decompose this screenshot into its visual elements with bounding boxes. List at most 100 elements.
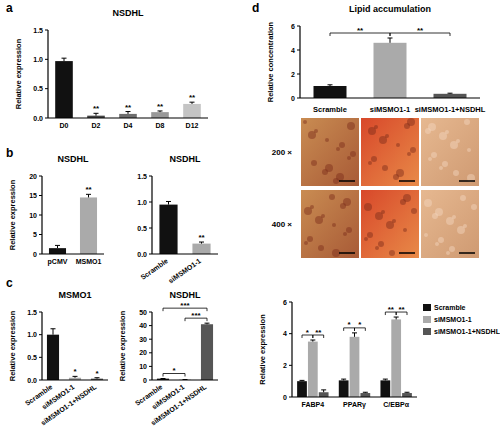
scale-bar	[459, 252, 475, 254]
cell	[347, 156, 351, 160]
scale-bar	[459, 180, 475, 182]
cell	[307, 236, 313, 242]
x-tick-label: D8	[156, 122, 165, 129]
plot-area	[297, 317, 412, 397]
error-bar	[388, 38, 393, 43]
panel-letter: d	[252, 1, 259, 15]
error-bar	[161, 378, 166, 379]
error-bar	[341, 379, 346, 380]
cell	[364, 237, 368, 241]
cell	[336, 147, 340, 151]
significance: ***	[191, 311, 201, 320]
chart: Relative expression0246FABP4PPARγC/EBPα*…	[258, 299, 500, 410]
error-cap	[161, 378, 166, 379]
error-cap	[405, 392, 410, 393]
cell	[382, 165, 388, 171]
legend-label: Scramble	[434, 304, 466, 311]
cell	[347, 122, 355, 130]
column-label: siMSMO1-1+NSDHL	[415, 105, 486, 114]
error-cap	[55, 245, 60, 246]
error-bar	[126, 112, 131, 114]
error-cap	[300, 380, 305, 381]
cell	[318, 245, 324, 251]
y-tick-label: 1.0	[137, 199, 147, 206]
micrograph	[361, 118, 419, 186]
cell	[346, 227, 352, 233]
chart: MSMO1Relative expression0.00.51.01.5**Sc…	[8, 290, 108, 427]
y-tick-label: 5	[33, 231, 37, 238]
error-cap	[394, 317, 399, 318]
x-tick-label: D0	[60, 122, 69, 129]
cell	[325, 138, 329, 142]
cell	[438, 237, 444, 243]
y-tick-label: 0.5	[33, 85, 43, 92]
chart: NSDHLRelative expression0.00.51.01.5****…	[14, 8, 208, 129]
panel-letter: c	[6, 276, 13, 290]
cell	[400, 199, 406, 205]
cell	[368, 161, 372, 165]
y-tick-label: 6	[291, 23, 295, 30]
bar	[374, 43, 407, 98]
cell	[315, 216, 323, 224]
significance: *	[306, 328, 310, 337]
significance: **	[189, 93, 196, 102]
cell	[425, 128, 431, 134]
error-bar	[405, 392, 410, 394]
error-cap	[62, 58, 67, 59]
cell	[403, 228, 407, 232]
significance: **	[93, 104, 100, 113]
y-tick-label: 1.5	[27, 309, 37, 316]
bar	[434, 94, 467, 98]
cell	[379, 136, 387, 144]
y-axis	[151, 312, 152, 380]
error-line	[354, 333, 355, 337]
cell	[446, 251, 450, 255]
significance: ***	[180, 301, 190, 310]
cell	[450, 141, 458, 149]
y-axis	[41, 176, 42, 254]
cell	[339, 142, 345, 148]
bar	[391, 319, 401, 397]
cell	[407, 152, 411, 156]
cell	[375, 246, 379, 250]
bar	[151, 112, 169, 118]
x-axis	[42, 379, 108, 380]
chart-title: MSMO1	[58, 290, 91, 300]
cell	[371, 156, 377, 162]
significance: *	[73, 367, 77, 376]
y-tick-label: 20	[29, 173, 37, 180]
y-axis	[41, 312, 42, 380]
cell	[304, 241, 308, 245]
plot-area	[314, 38, 467, 98]
x-axis	[300, 97, 480, 98]
micrograph	[301, 190, 359, 258]
y-axis-label: Relative expression	[14, 38, 23, 109]
y-tick-label: 0	[143, 377, 147, 384]
cell	[404, 123, 410, 129]
bar	[350, 337, 360, 397]
error-bar	[73, 376, 78, 377]
error-cap	[341, 379, 346, 380]
error-cap	[310, 340, 315, 341]
x-tick-label: siMSMO1-1	[167, 257, 202, 284]
y-tick-label: 4	[291, 47, 295, 54]
chart-title: NSDHL	[170, 154, 202, 164]
y-axis-label: Relative concentration	[266, 21, 275, 102]
micrograph	[421, 118, 479, 186]
cell	[311, 160, 317, 166]
significance: **	[198, 233, 205, 242]
significance: **	[388, 305, 395, 314]
panel-letter: a	[6, 1, 13, 15]
x-tick-label: PPARγ	[343, 401, 366, 409]
y-axis-label: Relative expression	[258, 314, 267, 385]
cell	[467, 148, 471, 152]
cell	[428, 157, 432, 161]
x-tick-label: Scramble	[139, 257, 169, 281]
significance: **	[157, 102, 164, 111]
x-axis	[152, 253, 218, 254]
column-label: Scramble	[313, 105, 347, 114]
bar	[192, 244, 210, 254]
cell	[424, 199, 432, 207]
y-tick-label: 2	[291, 71, 295, 78]
plot-area	[47, 329, 103, 380]
